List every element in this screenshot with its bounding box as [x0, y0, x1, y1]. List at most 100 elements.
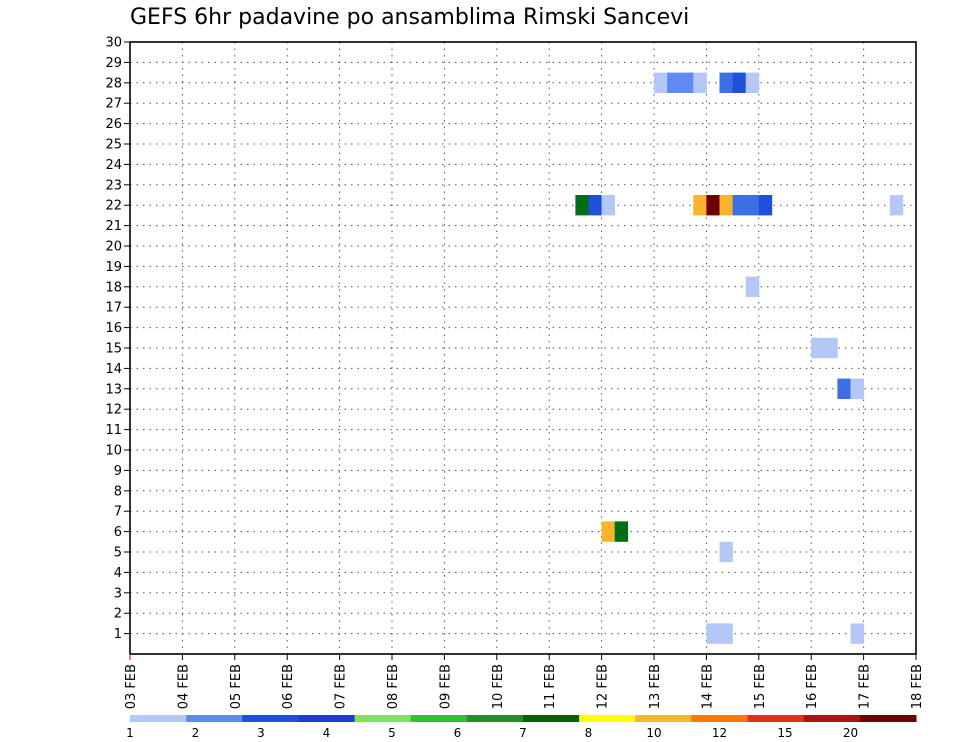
colorbar-swatch	[747, 715, 805, 722]
y-axis-ticks: 1234567891011121314151617181920212223242…	[105, 36, 130, 642]
x-tick-label: 03 FEB	[124, 664, 139, 709]
colorbar-swatch	[242, 715, 299, 722]
y-tick-label: 18	[105, 280, 122, 295]
precip-cell	[745, 276, 760, 297]
y-tick-label: 19	[105, 260, 122, 275]
colorbar-swatch	[635, 715, 692, 722]
precip-cell	[719, 72, 733, 93]
colorbar-swatch	[523, 715, 580, 722]
y-tick-label: 11	[105, 423, 122, 438]
precip-cell	[745, 195, 760, 216]
y-tick-label: 3	[114, 586, 122, 601]
x-tick-label: 11 FEB	[543, 664, 558, 709]
x-tick-label: 06 FEB	[281, 664, 296, 709]
colorbar-label: 3	[257, 726, 265, 740]
grid-lines	[129, 41, 917, 654]
y-tick-label: 6	[114, 525, 122, 540]
y-tick-label: 4	[114, 566, 122, 581]
precip-cell	[614, 521, 629, 542]
colorbar-swatch	[354, 715, 412, 722]
y-tick-label: 5	[114, 546, 122, 561]
x-tick-label: 10 FEB	[491, 664, 506, 709]
y-tick-label: 22	[105, 199, 122, 214]
colorbar-swatch	[803, 715, 861, 722]
y-tick-label: 13	[105, 382, 122, 397]
precip-cell	[732, 195, 746, 216]
y-tick-label: 10	[105, 444, 122, 459]
precip-cell	[719, 541, 733, 563]
precipitation-cells	[575, 72, 904, 644]
y-tick-label: 14	[105, 362, 122, 377]
colorbar-label: 15	[777, 726, 792, 740]
colorbar-label: 12	[712, 726, 727, 740]
colorbar-label: 7	[519, 726, 527, 740]
y-tick-label: 29	[105, 56, 122, 71]
y-tick-label: 8	[114, 484, 122, 499]
colorbar-swatch	[186, 715, 243, 722]
y-tick-label: 20	[105, 240, 122, 255]
y-tick-label: 7	[114, 505, 122, 520]
x-tick-label: 16 FEB	[805, 664, 820, 709]
chart-title: GEFS 6hr padavine po ansamblima Rimski S…	[130, 5, 689, 30]
colorbar-label: 4	[323, 726, 331, 740]
x-tick-label: 07 FEB	[334, 664, 349, 709]
precip-cell	[758, 195, 773, 216]
precip-cell	[837, 378, 851, 399]
precip-cell	[693, 195, 707, 216]
colorbar-swatch	[130, 715, 187, 722]
precip-cell	[601, 521, 615, 542]
y-tick-label: 25	[105, 138, 122, 153]
precip-cell	[745, 72, 760, 93]
precip-cell	[667, 72, 681, 93]
colorbar: 1 2 3 4 5 6 7 8 10 12 15 20	[126, 715, 917, 740]
y-tick-label: 27	[105, 97, 122, 112]
x-tick-label: 09 FEB	[438, 664, 453, 709]
colorbar-label: 10	[646, 726, 661, 740]
y-tick-label: 12	[105, 403, 122, 418]
x-axis-ticks: 03 FEB 04 FEB 05 FEB 06 FEB 07 FEB 08 FEB 09 F…	[124, 654, 925, 709]
y-tick-label: 28	[105, 76, 122, 91]
colorbar-swatch	[579, 715, 636, 722]
precip-cell	[719, 623, 733, 644]
x-tick-label: 05 FEB	[229, 664, 244, 709]
x-tick-label: 13 FEB	[648, 664, 663, 709]
colorbar-label: 2	[192, 726, 200, 740]
precip-cell	[889, 195, 904, 216]
y-tick-label: 17	[105, 301, 122, 316]
precip-cell	[575, 195, 589, 216]
colorbar-swatch	[410, 715, 468, 722]
x-tick-label: 15 FEB	[753, 664, 768, 709]
x-tick-label: 12 FEB	[596, 664, 611, 709]
y-tick-label: 2	[114, 607, 122, 622]
precip-cell	[588, 195, 602, 216]
x-tick-label: 14 FEB	[700, 664, 715, 709]
colorbar-label: 5	[388, 726, 396, 740]
colorbar-swatch	[691, 715, 749, 722]
precip-cell	[811, 337, 825, 359]
colorbar-swatch	[466, 715, 524, 722]
y-tick-label: 23	[105, 178, 122, 193]
precip-cell	[850, 378, 864, 399]
colorbar-swatch	[298, 715, 356, 722]
colorbar-swatch	[859, 715, 917, 722]
precip-cell	[654, 72, 668, 93]
y-tick-label: 21	[105, 219, 122, 234]
x-tick-label: 08 FEB	[386, 664, 401, 709]
y-tick-label: 24	[105, 158, 122, 173]
y-tick-label: 26	[105, 117, 122, 132]
y-tick-label: 9	[114, 464, 122, 479]
precip-cell	[732, 72, 746, 93]
colorbar-label: 8	[585, 726, 593, 740]
y-tick-label: 16	[105, 321, 122, 336]
colorbar-label: 1	[126, 726, 134, 740]
precip-cell	[824, 337, 838, 359]
colorbar-label: 6	[454, 726, 462, 740]
x-tick-label: 18 FEB	[910, 664, 925, 709]
precip-cell	[693, 72, 707, 93]
precip-cell	[680, 72, 694, 93]
precip-cell	[850, 623, 864, 644]
precip-cell	[706, 623, 720, 644]
x-tick-label: 17 FEB	[858, 664, 873, 709]
y-tick-label: 1	[114, 627, 122, 642]
